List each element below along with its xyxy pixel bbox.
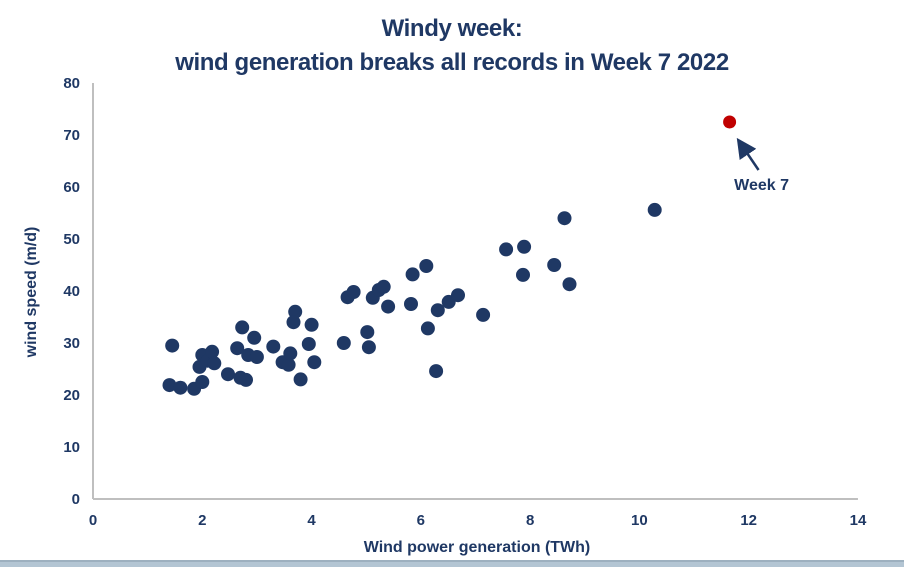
y-tick-label: 50	[63, 231, 80, 248]
x-tick-label: 4	[307, 512, 316, 529]
scatter-point	[205, 344, 220, 359]
x-tick-label: 14	[850, 512, 867, 529]
scatter-point	[286, 315, 301, 330]
scatter-point	[346, 285, 361, 299]
scatter-point	[420, 321, 435, 336]
record-point	[723, 115, 737, 129]
chart-title-line2: wind generation breaks all records in We…	[175, 49, 729, 76]
scatter-point	[516, 267, 530, 282]
scatter-point	[195, 375, 210, 389]
scatter-point	[283, 346, 298, 361]
scatter-point	[165, 338, 180, 353]
scatter-point	[221, 367, 235, 382]
x-tick-label: 6	[417, 512, 425, 529]
x-tick-label: 8	[526, 512, 534, 529]
scatter-point	[266, 339, 281, 354]
scatter-point	[476, 307, 491, 322]
scatter-point	[557, 211, 572, 226]
x-tick-label: 12	[740, 512, 757, 529]
x-tick-label: 2	[198, 512, 206, 529]
y-tick-label: 80	[63, 75, 80, 92]
scatter-point	[405, 267, 420, 282]
y-tick-label: 20	[63, 387, 80, 404]
scatter-point	[288, 304, 303, 319]
y-tick-label: 30	[63, 335, 80, 352]
scatter-point	[419, 259, 434, 273]
y-tick-label: 0	[72, 491, 80, 508]
scatter-point	[562, 277, 577, 292]
scatter-point	[376, 279, 391, 294]
scatter-point	[293, 372, 308, 387]
scatter-point	[647, 202, 662, 217]
annotation-label: Week 7	[734, 177, 789, 194]
y-axis-title: wind speed (m/d)	[23, 226, 40, 358]
scatter-point	[207, 356, 222, 371]
y-tick-label: 70	[63, 127, 80, 144]
annotation-arrow	[736, 137, 760, 171]
x-tick-label: 0	[89, 512, 97, 529]
scatter-point	[239, 372, 253, 387]
y-tick-label: 60	[63, 179, 80, 196]
scatter-point	[547, 258, 562, 272]
chart-title-line1: Windy week:	[381, 15, 523, 42]
scatter-point	[336, 336, 351, 350]
scatter-point	[517, 239, 532, 254]
scatter-point	[249, 350, 264, 364]
scatter-point	[381, 299, 396, 314]
scatter-point	[281, 357, 296, 372]
scatter-point	[499, 242, 514, 257]
scatter-point	[301, 337, 316, 351]
scatter-point	[235, 320, 250, 335]
x-axis-title: Wind power generation (TWh)	[363, 539, 591, 556]
scatter-point	[173, 380, 188, 395]
chart-title: Windy week: wind generation breaks all r…	[0, 12, 904, 80]
scatter-point	[451, 288, 465, 303]
scatter-point	[360, 325, 375, 340]
scatter-point	[247, 330, 262, 345]
scatter-point	[307, 355, 322, 370]
x-tick-label: 10	[631, 512, 648, 529]
scatter-point	[404, 297, 418, 311]
scatter-point	[430, 303, 445, 318]
scatter-point	[361, 340, 376, 355]
bottom-border-strip	[0, 560, 904, 567]
y-tick-label: 40	[63, 283, 80, 300]
scatter-point	[429, 364, 444, 379]
scatter-point	[230, 341, 245, 356]
scatter-point	[304, 317, 319, 332]
scatter-point	[162, 378, 177, 393]
y-tick-label: 10	[63, 439, 80, 456]
